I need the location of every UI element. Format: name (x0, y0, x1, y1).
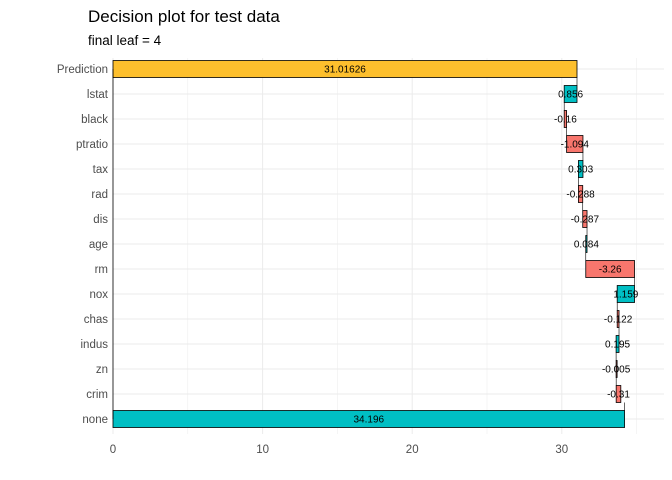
bar-black (563, 110, 567, 128)
y-label-indus: indus (81, 339, 109, 351)
y-label-rad: rad (91, 189, 108, 201)
connector-lines (112, 69, 635, 419)
bar-tax (578, 160, 584, 178)
bar-indus (615, 335, 620, 353)
y-axis-labels: Prediction lstat black ptratio tax rad dis age r… (57, 64, 109, 426)
y-label-Prediction: Prediction (57, 64, 108, 76)
y-label-nox: nox (89, 289, 108, 301)
bar-rad (578, 185, 584, 203)
data-labels: 31.01626 0.856 -0.16 -1.094 0.303 -0.288 -0.28… (324, 65, 639, 426)
data-label-age: 0.084 (574, 240, 599, 251)
x-tick-label: 10 (256, 444, 269, 456)
data-label-rad: -0.288 (566, 190, 595, 201)
x-tick-label: 20 (406, 444, 419, 456)
x-axis-labels: 0 10 20 30 (110, 444, 568, 456)
y-label-crim: crim (86, 389, 108, 401)
y-label-zn: zn (96, 364, 108, 376)
data-label-nox: 1.159 (613, 290, 638, 301)
bar-zn (615, 360, 618, 378)
bar-lstat (563, 85, 578, 103)
data-label-ptratio: -1.094 (561, 140, 590, 151)
y-label-rm: rm (95, 264, 108, 276)
data-label-none: 34.196 (353, 415, 384, 426)
bars-layer (112, 60, 635, 428)
bar-dis (582, 210, 588, 228)
y-label-chas: chas (84, 314, 109, 326)
chart-title: Decision plot for test data (88, 7, 280, 26)
chart-subtitle: final leaf = 4 (88, 33, 162, 48)
data-label-black: -0.16 (554, 115, 577, 126)
y-label-ptratio: ptratio (76, 139, 108, 151)
data-label-lstat: 0.856 (558, 90, 583, 101)
data-label-Prediction: 31.01626 (324, 65, 366, 76)
y-label-age: age (89, 239, 108, 251)
data-label-dis: -0.287 (571, 215, 600, 226)
y-label-black: black (81, 114, 108, 126)
data-label-rm: -3.26 (599, 265, 622, 276)
data-label-tax: 0.303 (568, 165, 593, 176)
bar-crim (615, 385, 622, 403)
y-label-tax: tax (93, 164, 109, 176)
data-label-zn: -0.005 (602, 365, 631, 376)
y-label-none: none (82, 414, 108, 426)
bar-nox (616, 285, 635, 303)
bar-chas (616, 310, 620, 328)
x-tick-label: 30 (555, 444, 568, 456)
bar-ptratio (566, 135, 584, 153)
bar-age (585, 235, 588, 253)
data-label-indus: 0.195 (605, 340, 630, 351)
y-label-lstat: lstat (87, 89, 109, 101)
x-tick-label: 0 (110, 444, 116, 456)
data-label-chas: -0.122 (604, 315, 633, 326)
bar-rm (585, 260, 635, 278)
data-label-crim: -0.31 (607, 390, 630, 401)
y-label-dis: dis (93, 214, 108, 226)
